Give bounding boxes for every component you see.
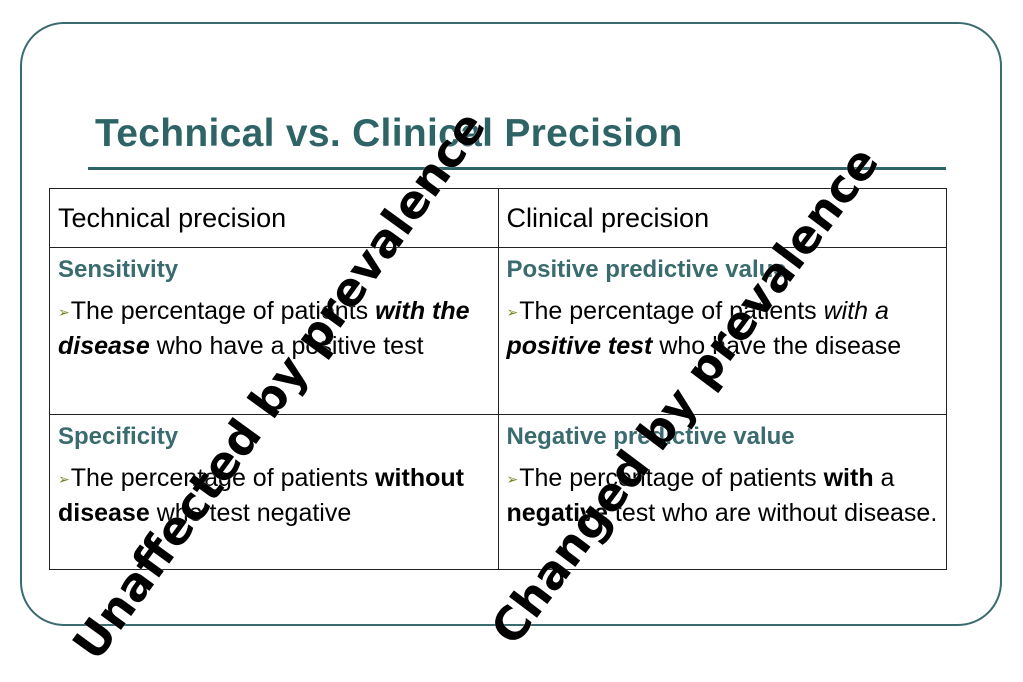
sensitivity-heading: Sensitivity <box>58 256 179 283</box>
cell-ppv: Positive predictive value ➢The percentag… <box>497 247 947 415</box>
npv-text: ➢The percentage of patients with a negat… <box>506 464 938 527</box>
table-row: Sensitivity ➢The percentage of patients … <box>49 247 947 415</box>
table-row: Specificity ➢The percentage of patients … <box>49 414 947 570</box>
precision-table: Technical precision Clinical precision S… <box>49 188 947 570</box>
arrow-bullet-icon: ➢ <box>506 471 519 487</box>
cell-specificity: Specificity ➢The percentage of patients … <box>49 414 499 570</box>
npv-heading: Negative predictive value <box>506 423 795 450</box>
title-underline <box>88 167 946 170</box>
cell-npv: Negative predictive value ➢The percentag… <box>497 414 947 570</box>
specificity-text: ➢The percentage of patients without dise… <box>58 464 464 527</box>
cell-sensitivity: Sensitivity ➢The percentage of patients … <box>49 247 499 415</box>
arrow-bullet-icon: ➢ <box>58 471 70 487</box>
ppv-text: ➢The percentage of patients with a posit… <box>506 297 902 360</box>
arrow-bullet-icon: ➢ <box>506 304 519 320</box>
arrow-bullet-icon: ➢ <box>58 304 70 320</box>
specificity-heading: Specificity <box>58 423 179 450</box>
slide-title: Technical vs. Clinical Precision <box>95 112 683 155</box>
header-clinical: Clinical precision <box>497 188 947 248</box>
slide-frame <box>20 22 1002 626</box>
ppv-heading: Positive predictive value <box>506 256 787 283</box>
sensitivity-text: ➢The percentage of patients with the dis… <box>58 297 470 360</box>
